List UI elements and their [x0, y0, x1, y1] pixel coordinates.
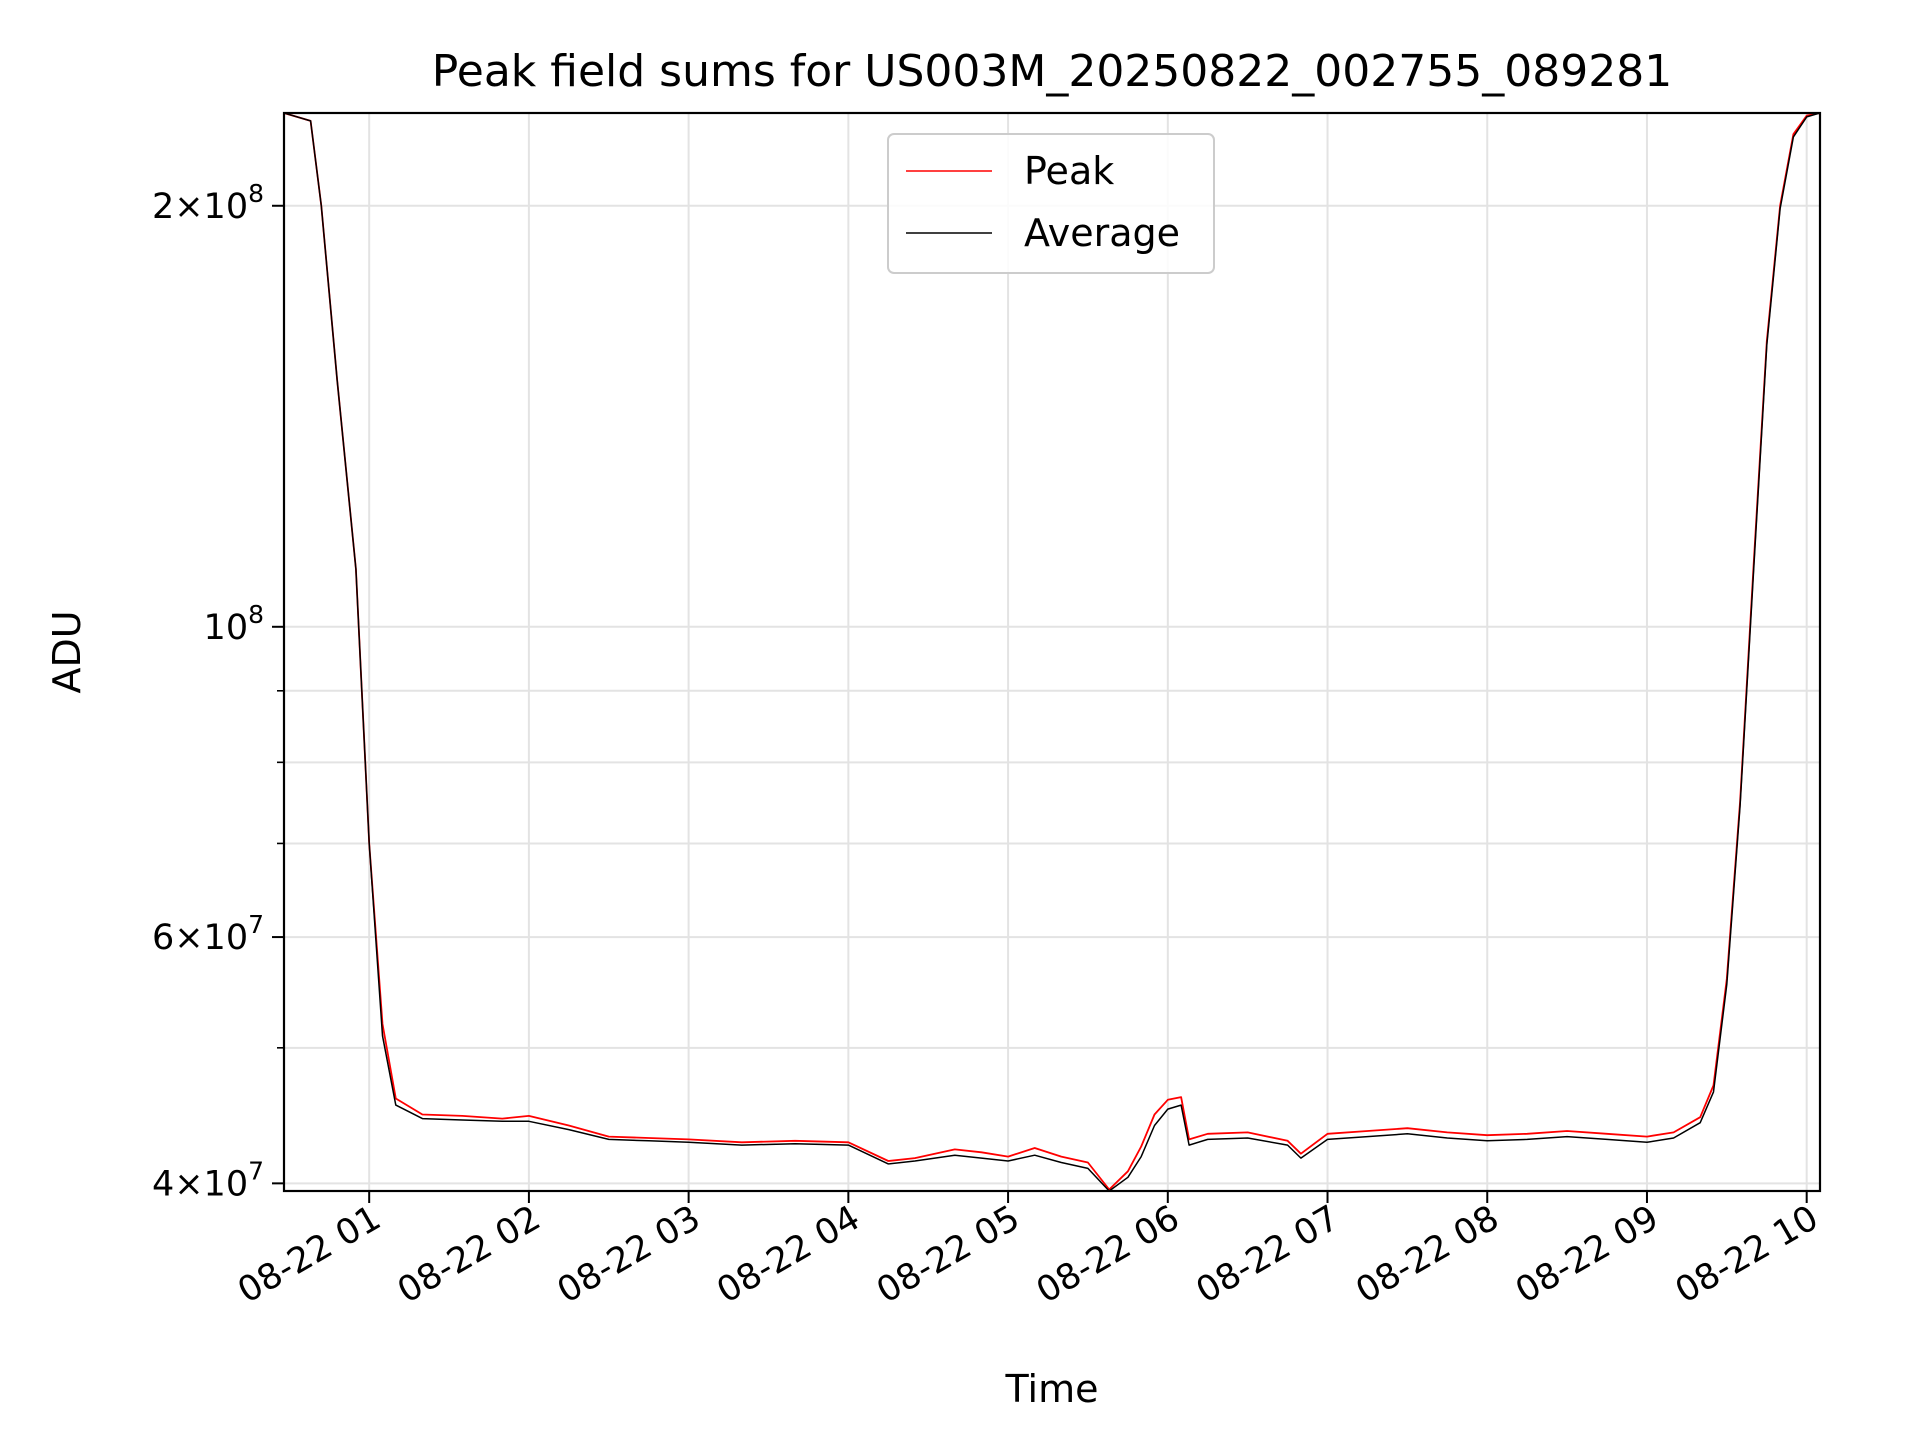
y-tick-label: 108 [204, 600, 264, 648]
legend-label-average: Average [1024, 211, 1180, 255]
y-tick-label: 4×107 [152, 1156, 264, 1204]
y-tick-label: 2×108 [152, 179, 264, 227]
plot-frame [282, 111, 1822, 1193]
legend-label-peak: Peak [1024, 149, 1114, 193]
chart-title: Peak field sums for US003M_20250822_0027… [432, 46, 1672, 97]
series-layer [284, 113, 1820, 1191]
x-axis-label: Time [1005, 1367, 1099, 1411]
legend: Peak Average [887, 133, 1215, 274]
y-tick-label: 6×107 [152, 910, 264, 958]
y-axis: 4×107 6×107 108 2×108 [152, 179, 284, 1204]
y-axis-label: ADU [45, 610, 89, 693]
series-line-average [284, 113, 1820, 1191]
series-line-peak [284, 113, 1820, 1191]
legend-box [887, 133, 1215, 274]
